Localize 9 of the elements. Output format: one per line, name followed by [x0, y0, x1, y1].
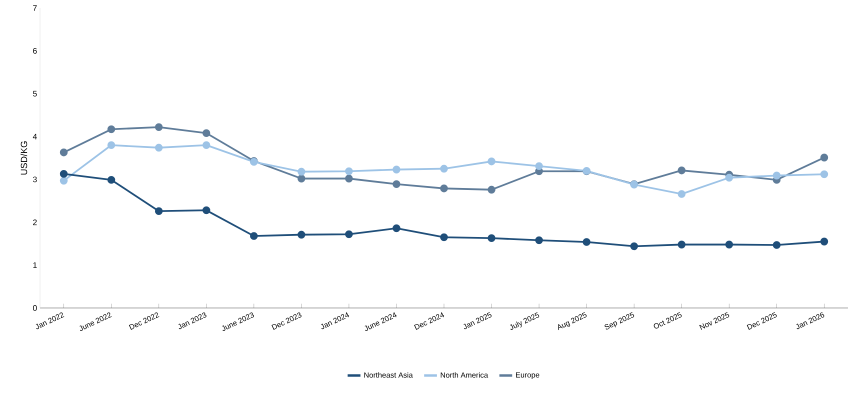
y-tick-label: 0 — [33, 305, 37, 311]
y-tick-label: 4 — [32, 134, 37, 140]
y-tick-label: 2 — [33, 219, 37, 226]
y-tick-label: 7 — [33, 5, 37, 11]
y-tick-label: 5 — [33, 90, 37, 97]
y-axis-title: USD/KG — [20, 141, 28, 175]
y-tick-label: 1 — [33, 262, 37, 268]
y-tick-label: 6 — [33, 48, 37, 54]
y-tick-label: 3 — [32, 176, 37, 182]
